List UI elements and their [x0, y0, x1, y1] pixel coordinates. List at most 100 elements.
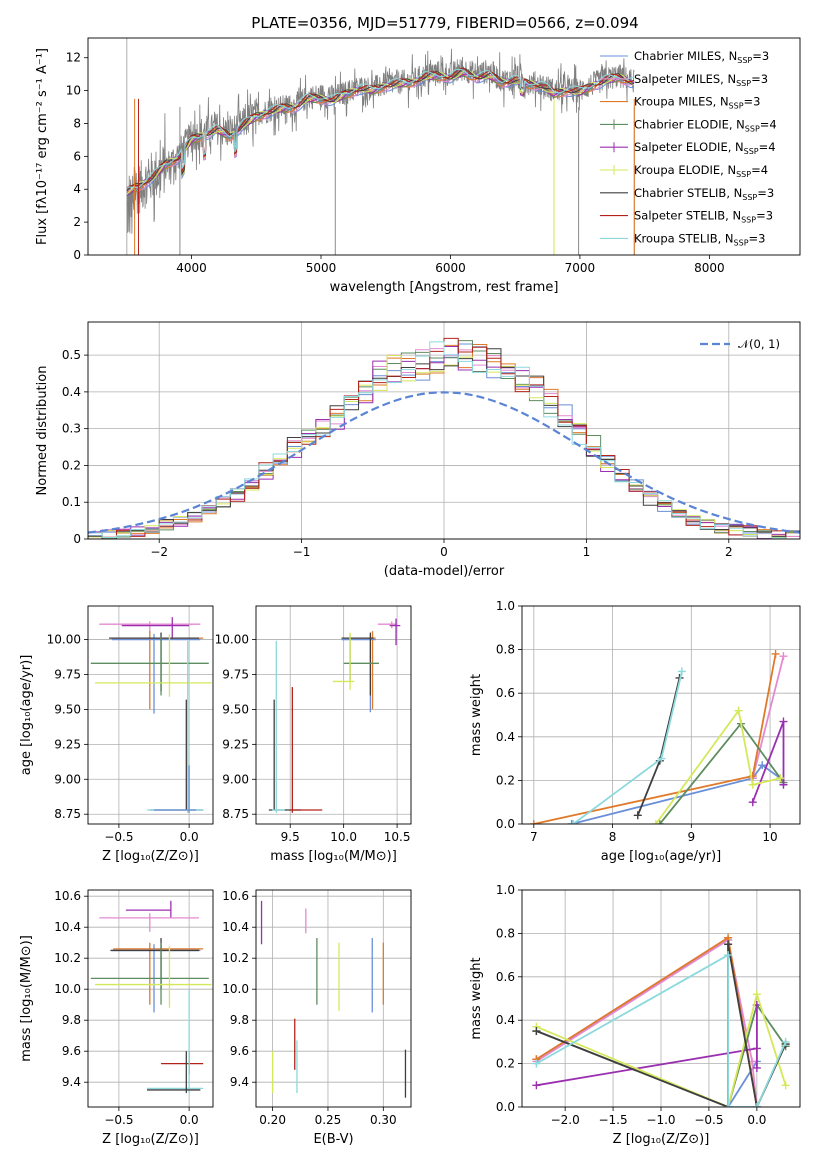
x-tick-label: 7000	[565, 261, 596, 275]
legend-label: Chabrier ELODIE, NSSP=4	[634, 117, 777, 133]
x-tick-label: 0.30	[370, 1113, 397, 1127]
mass-weight-marker	[748, 772, 757, 781]
mass-weight-line	[655, 708, 781, 824]
plot-area	[268, 618, 401, 813]
x-tick-label: 8	[609, 830, 617, 844]
legend-label: Kroupa STELIB, NSSP=3	[634, 231, 765, 247]
mass-weight-marker	[771, 649, 780, 658]
y-tick-label: 9.4	[230, 1075, 249, 1089]
y-tick-label: 10.0	[222, 982, 249, 996]
y-tick-label: 4	[73, 182, 81, 196]
axes-frame	[521, 605, 801, 825]
y-tick-label: 9.6	[230, 1044, 249, 1058]
axes-frame	[87, 889, 214, 1108]
y-tick-label: 8	[73, 116, 81, 130]
residual-histogram	[88, 341, 800, 539]
y-tick-label: 0.5	[62, 348, 81, 362]
x-axis-label: Z [log₁₀(Z/Z⊙)]	[613, 1132, 710, 1147]
y-tick-label: 0.6	[496, 686, 515, 700]
plot-area	[260, 900, 407, 1098]
mass-weight-marker	[724, 940, 733, 949]
x-axis-label: mass [log₁₀(M/M⊙)]	[270, 849, 397, 864]
legend-label: Kroupa ELODIE, NSSP=4	[634, 163, 768, 179]
x-tick-label: 8000	[694, 261, 725, 275]
y-tick-label: 0.6	[496, 970, 515, 984]
model-spectrum	[126, 68, 635, 189]
x-tick-label: −2	[150, 545, 168, 559]
plot-area	[532, 933, 790, 1107]
x-tick-label: 5000	[306, 261, 337, 275]
y-tick-label: 0.0	[496, 1100, 515, 1114]
plot-area	[90, 617, 212, 813]
x-tick-label: 10.0	[330, 830, 357, 844]
axes-frame	[255, 605, 412, 825]
mass-weight-marker	[567, 820, 576, 824]
x-axis-label: age [log₁₀(age/yr)]	[601, 849, 722, 864]
y-tick-label: 10.0	[54, 982, 81, 996]
x-tick-label: 9	[687, 830, 695, 844]
y-tick-label: 0.8	[496, 926, 515, 940]
mass-weight-marker	[752, 1063, 761, 1072]
axes-frame	[255, 889, 412, 1108]
mass-weight-marker	[724, 951, 733, 960]
y-tick-label: 0.4	[62, 385, 81, 399]
x-tick-label: 10.5	[384, 830, 411, 844]
y-tick-label: 0.2	[496, 1057, 515, 1071]
mass-weight-marker	[779, 780, 788, 789]
gaussian-curve	[88, 391, 800, 534]
y-tick-label: 9.75	[54, 667, 81, 681]
y-tick-label: 10.4	[222, 920, 249, 934]
y-tick-label: 10.2	[222, 951, 249, 965]
x-tick-label: 0.20	[259, 1113, 286, 1127]
mass-weight-marker	[781, 1037, 790, 1046]
y-tick-label: 9.8	[230, 1013, 249, 1027]
mass-weight-marker	[752, 1103, 761, 1107]
x-tick-label: 2	[725, 545, 733, 559]
x-tick-label: 1	[583, 545, 591, 559]
y-tick-label: 10.6	[54, 889, 81, 903]
mass-weight-line	[535, 938, 758, 1107]
y-tick-label: 8.75	[222, 807, 249, 821]
figure-title: PLATE=0356, MJD=51779, FIBERID=0566, z=0…	[251, 14, 638, 32]
plot-area	[88, 337, 800, 539]
y-tick-label: 1.0	[496, 599, 515, 613]
mass-weight-marker	[752, 990, 761, 999]
mass-weight-marker	[569, 820, 578, 824]
x-axis-label: E(B-V)	[313, 1132, 353, 1147]
mass-weight-marker	[655, 820, 664, 824]
axes-frame	[87, 321, 801, 540]
y-tick-label: 9.4	[62, 1075, 81, 1089]
plot-area	[529, 649, 788, 824]
mass-weight-marker	[633, 811, 642, 820]
mass-weight-line	[536, 990, 787, 1107]
y-tick-label: 9.6	[62, 1044, 81, 1058]
mass-weight-marker	[776, 774, 785, 783]
x-axis-label: Z [log₁₀(Z/Z⊙)]	[102, 849, 199, 864]
x-tick-label: 10	[762, 830, 777, 844]
mass-weight-marker	[532, 1081, 541, 1090]
legend-label: Kroupa MILES, NSSP=3	[634, 95, 760, 111]
legend-label: Salpeter ELODIE, NSSP=4	[634, 140, 776, 156]
y-tick-label: 9.50	[54, 702, 81, 716]
y-tick-label: 0	[73, 248, 81, 262]
x-tick-label: 7	[530, 830, 538, 844]
mass-weight-marker	[779, 717, 788, 726]
y-axis-label: Normed distribution	[35, 366, 50, 496]
mass-weight-line	[533, 653, 777, 824]
legend-label: Chabrier STELIB, NSSP=3	[634, 186, 774, 202]
mass-weight-marker	[781, 1081, 790, 1090]
mass-weight-marker	[677, 667, 686, 676]
mass-weight-marker	[748, 798, 757, 807]
y-tick-label: 12	[66, 51, 81, 65]
y-tick-label: 9.75	[222, 667, 249, 681]
legend-label: 𝒩(0, 1)	[738, 337, 780, 351]
y-tick-label: 9.00	[54, 772, 81, 786]
x-tick-label: −0.5	[104, 830, 133, 844]
plot-area	[90, 900, 212, 1094]
y-tick-label: 0.8	[496, 643, 515, 657]
chart-layer: 4000 5000 6000 7000 8000024681012wavelength …	[19, 37, 801, 1147]
mass-weight-line	[751, 655, 785, 779]
mass-weight-marker	[779, 652, 788, 661]
mass-weight-marker	[724, 1103, 733, 1107]
mass-weight-marker	[532, 1027, 541, 1036]
